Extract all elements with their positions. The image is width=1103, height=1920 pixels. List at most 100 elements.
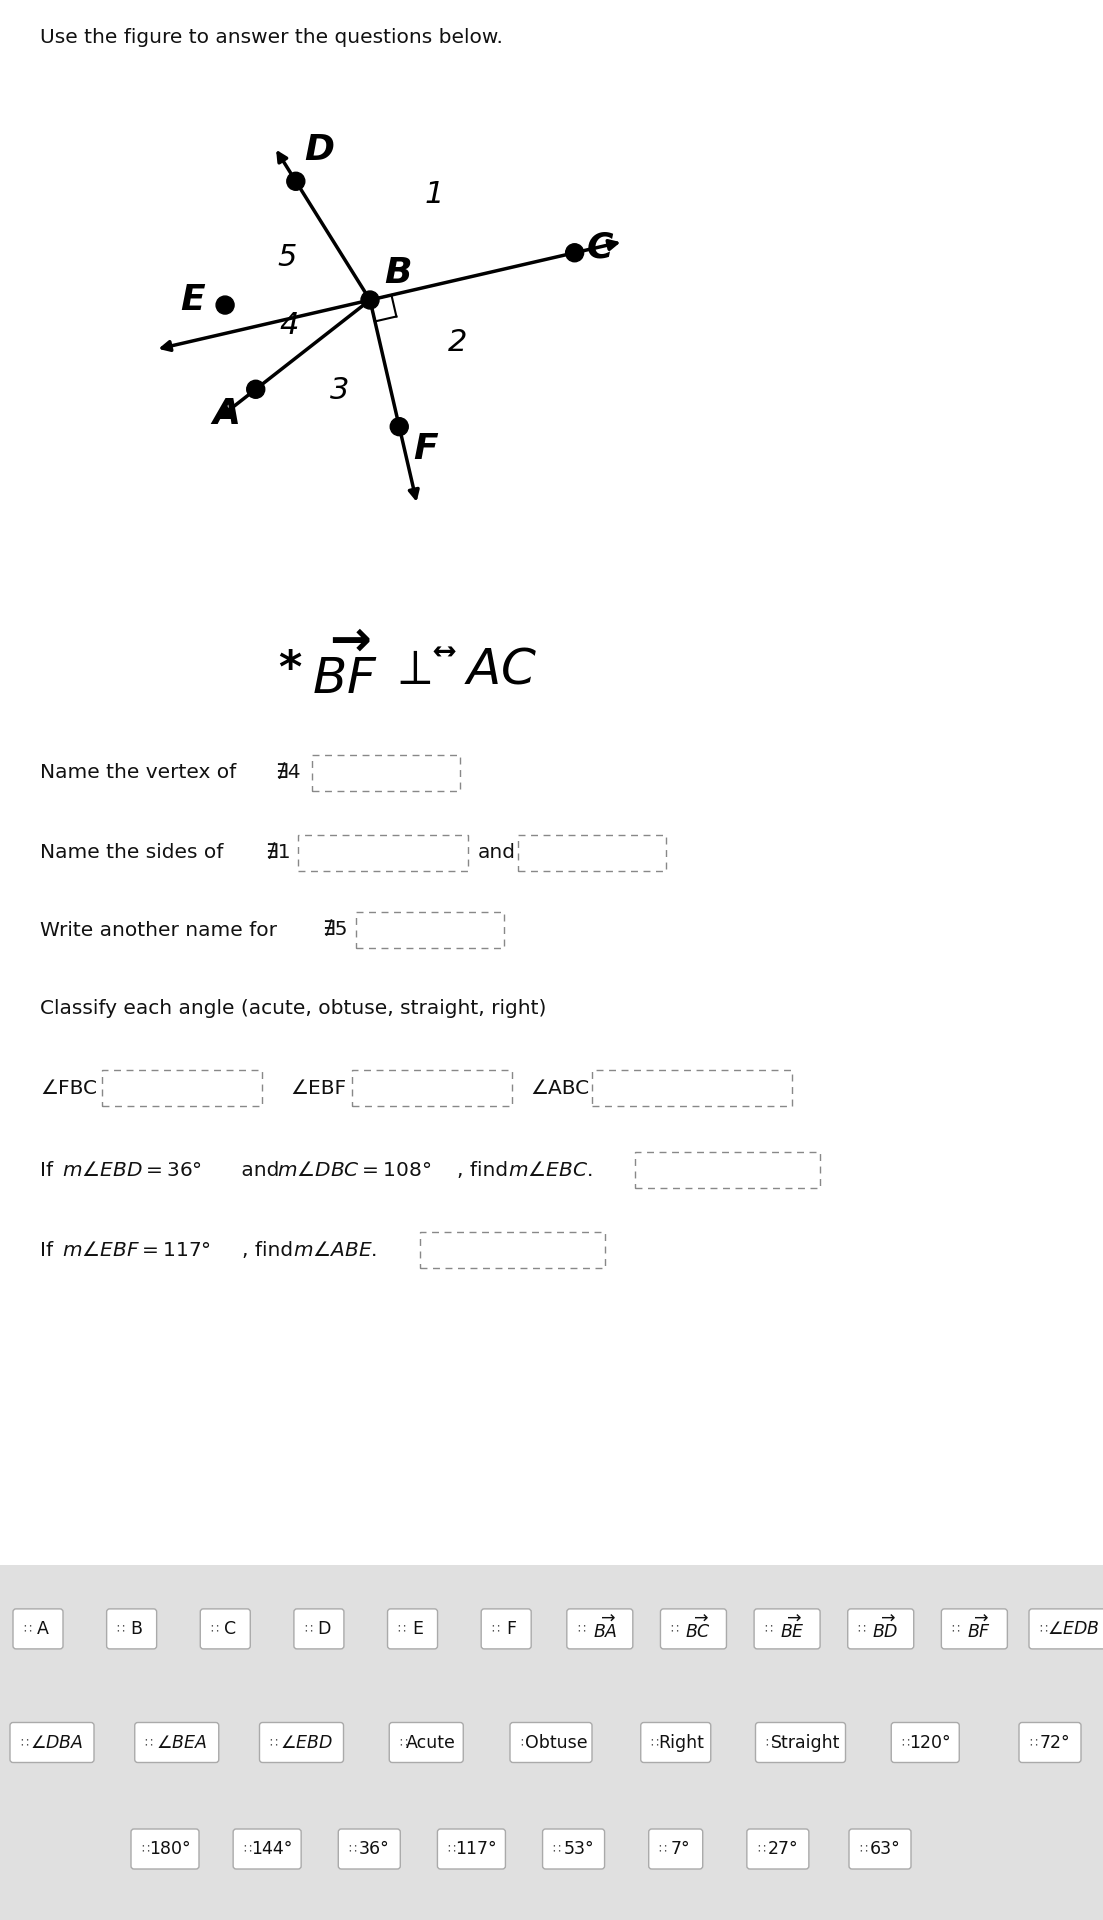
Text: ∷: ∷ (577, 1622, 585, 1636)
Text: Acute: Acute (406, 1734, 457, 1751)
Text: ∷: ∷ (764, 1622, 772, 1636)
Text: ∷: ∷ (23, 1622, 31, 1636)
Text: $\mathbf{\overrightarrow{\it{BF}}}$: $\mathbf{\overrightarrow{\it{BF}}}$ (312, 636, 378, 705)
Text: $\angle EDB$: $\angle EDB$ (1047, 1620, 1100, 1638)
Text: ∷: ∷ (144, 1736, 152, 1749)
Circle shape (287, 173, 304, 190)
FancyBboxPatch shape (259, 1722, 343, 1763)
Text: ∷: ∷ (859, 1843, 867, 1855)
FancyBboxPatch shape (481, 1609, 532, 1649)
Text: ∄4: ∄4 (275, 764, 301, 783)
Text: If: If (40, 1160, 60, 1179)
Text: ∷: ∷ (243, 1843, 251, 1855)
Text: 120°: 120° (910, 1734, 951, 1751)
Text: 36°: 36° (358, 1839, 389, 1859)
Text: $\overrightarrow{BE}$: $\overrightarrow{BE}$ (780, 1615, 804, 1642)
Text: 144°: 144° (251, 1839, 292, 1859)
Text: *: * (278, 649, 301, 691)
Text: $\overrightarrow{BA}$: $\overrightarrow{BA}$ (592, 1615, 617, 1642)
FancyBboxPatch shape (13, 1609, 63, 1649)
FancyBboxPatch shape (567, 1609, 633, 1649)
Text: ∷: ∷ (1039, 1622, 1047, 1636)
Text: 1: 1 (425, 180, 445, 209)
Text: Right: Right (657, 1734, 704, 1751)
Text: Classify each angle (acute, obtuse, straight, right): Classify each angle (acute, obtuse, stra… (40, 998, 546, 1018)
FancyBboxPatch shape (891, 1722, 960, 1763)
Text: ∷: ∷ (671, 1622, 678, 1636)
Text: ∷: ∷ (901, 1736, 909, 1749)
FancyBboxPatch shape (387, 1609, 438, 1649)
FancyBboxPatch shape (661, 1609, 727, 1649)
FancyBboxPatch shape (510, 1722, 592, 1763)
Text: ∷: ∷ (1029, 1736, 1037, 1749)
Text: D: D (318, 1620, 331, 1638)
FancyBboxPatch shape (10, 1722, 94, 1763)
Text: ∷: ∷ (211, 1622, 218, 1636)
Text: 117°: 117° (456, 1839, 497, 1859)
Text: ∷: ∷ (491, 1622, 500, 1636)
Text: 2: 2 (448, 328, 468, 357)
Text: 5: 5 (278, 244, 297, 273)
Text: B: B (384, 255, 411, 290)
Text: $m\angle EBD = 36°$: $m\angle EBD = 36°$ (62, 1160, 202, 1179)
Text: If: If (40, 1240, 60, 1260)
Text: ∷: ∷ (304, 1622, 312, 1636)
FancyBboxPatch shape (107, 1609, 157, 1649)
Text: Name the sides of: Name the sides of (40, 843, 229, 862)
FancyBboxPatch shape (941, 1609, 1007, 1649)
Text: $\overrightarrow{BF}$: $\overrightarrow{BF}$ (967, 1615, 992, 1642)
Text: B: B (130, 1620, 142, 1638)
Text: Straight: Straight (771, 1734, 840, 1751)
Text: $\overrightarrow{BD}$: $\overrightarrow{BD}$ (872, 1615, 899, 1642)
Text: , find: , find (242, 1240, 300, 1260)
Text: ∷: ∷ (397, 1622, 406, 1636)
Text: $\perp$: $\perp$ (388, 645, 432, 693)
Text: 53°: 53° (564, 1839, 593, 1859)
Text: 3: 3 (330, 376, 349, 405)
Text: ∠FBC: ∠FBC (40, 1079, 97, 1098)
Text: ∷: ∷ (349, 1843, 356, 1855)
Text: ∷: ∷ (20, 1736, 28, 1749)
Text: ∷: ∷ (553, 1843, 560, 1855)
Text: ∄5: ∄5 (322, 920, 347, 939)
FancyBboxPatch shape (649, 1830, 703, 1868)
FancyBboxPatch shape (233, 1830, 301, 1868)
Text: $\mathbf{\overleftrightarrow{\it{AC}}}$: $\mathbf{\overleftrightarrow{\it{AC}}}$ (432, 645, 537, 693)
Text: ∠ABC: ∠ABC (531, 1079, 589, 1098)
Circle shape (247, 380, 265, 397)
Text: E: E (413, 1620, 424, 1638)
FancyBboxPatch shape (389, 1722, 463, 1763)
Text: 72°: 72° (1040, 1734, 1070, 1751)
Text: F: F (414, 432, 438, 467)
Text: $m\angle EBF = 117°$: $m\angle EBF = 117°$ (62, 1240, 211, 1260)
FancyBboxPatch shape (131, 1830, 199, 1868)
Text: , find: , find (457, 1160, 514, 1179)
FancyBboxPatch shape (135, 1722, 218, 1763)
FancyBboxPatch shape (1029, 1609, 1103, 1649)
Text: 7°: 7° (671, 1839, 690, 1859)
FancyBboxPatch shape (0, 1565, 1103, 1920)
Text: $m\angle DBC = 108°$: $m\angle DBC = 108°$ (277, 1160, 431, 1179)
Text: $m\angle EBC.$: $m\angle EBC.$ (508, 1160, 592, 1179)
Text: ∷: ∷ (658, 1843, 666, 1855)
Text: ∷: ∷ (765, 1736, 773, 1749)
Text: F: F (506, 1620, 516, 1638)
Text: $\angle BEA$: $\angle BEA$ (157, 1734, 207, 1751)
Text: ∠EBF: ∠EBF (290, 1079, 346, 1098)
Text: $m\angle ABE.$: $m\angle ABE.$ (293, 1240, 377, 1260)
Text: ∷: ∷ (399, 1736, 407, 1749)
Text: Name the vertex of: Name the vertex of (40, 764, 243, 783)
Text: A: A (213, 397, 240, 432)
FancyBboxPatch shape (438, 1830, 505, 1868)
Text: ∷: ∷ (117, 1622, 125, 1636)
Text: Write another name for: Write another name for (40, 920, 283, 939)
Circle shape (361, 292, 379, 309)
Text: ∷: ∷ (858, 1622, 866, 1636)
Text: C: C (224, 1620, 236, 1638)
FancyBboxPatch shape (641, 1722, 710, 1763)
Text: E: E (181, 282, 205, 317)
Text: 27°: 27° (768, 1839, 799, 1859)
FancyBboxPatch shape (747, 1830, 808, 1868)
Text: $\angle DBA$: $\angle DBA$ (30, 1734, 84, 1751)
FancyBboxPatch shape (201, 1609, 250, 1649)
